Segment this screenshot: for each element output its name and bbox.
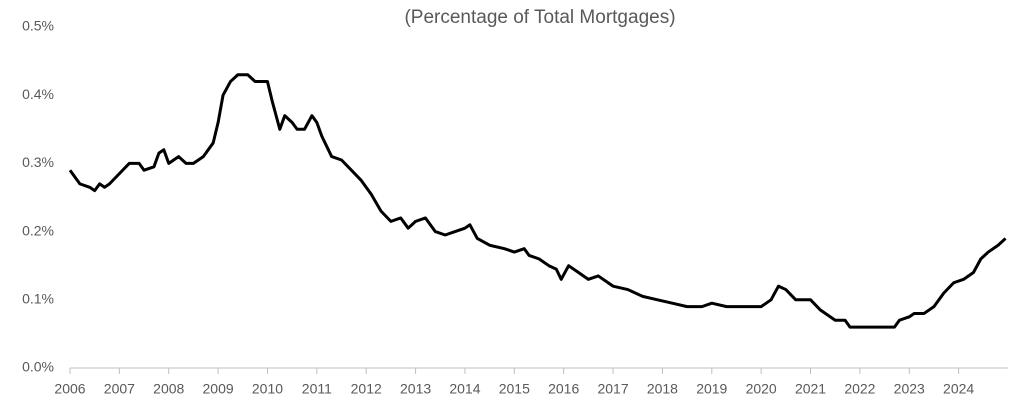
- x-tick-label: 2006: [54, 381, 85, 397]
- x-tick-label: 2015: [499, 381, 530, 397]
- y-tick-label: 0.1%: [22, 291, 54, 307]
- y-tick-label: 0.5%: [22, 18, 54, 34]
- x-tick-label: 2023: [894, 381, 925, 397]
- x-tick-label: 2007: [104, 381, 135, 397]
- x-tick-label: 2013: [400, 381, 431, 397]
- x-tick-label: 2012: [351, 381, 382, 397]
- chart-title: (Percentage of Total Mortgages): [404, 7, 675, 28]
- y-tick-label: 0.3%: [22, 154, 54, 170]
- data-line: [68, 73, 1007, 329]
- x-tick-label: 2016: [548, 381, 579, 397]
- x-tick-label: 2019: [696, 381, 727, 397]
- x-tick-label: 2024: [943, 381, 974, 397]
- x-tick-label: 2011: [302, 381, 332, 397]
- x-tick-label: 2010: [252, 381, 283, 397]
- x-tick-label: 2017: [597, 381, 628, 397]
- x-tick-label: 2018: [647, 381, 678, 397]
- x-tick-label: 2020: [746, 381, 777, 397]
- x-tick-label: 2021: [795, 381, 826, 397]
- y-tick-label: 0.0%: [22, 359, 54, 375]
- x-tick-label: 2008: [153, 381, 184, 397]
- x-tick-label: 2014: [449, 381, 480, 397]
- y-tick-label: 0.2%: [22, 222, 54, 238]
- y-tick-label: 0.4%: [22, 86, 54, 102]
- x-tick-label: 2009: [203, 381, 234, 397]
- x-tick-label: 2022: [844, 381, 875, 397]
